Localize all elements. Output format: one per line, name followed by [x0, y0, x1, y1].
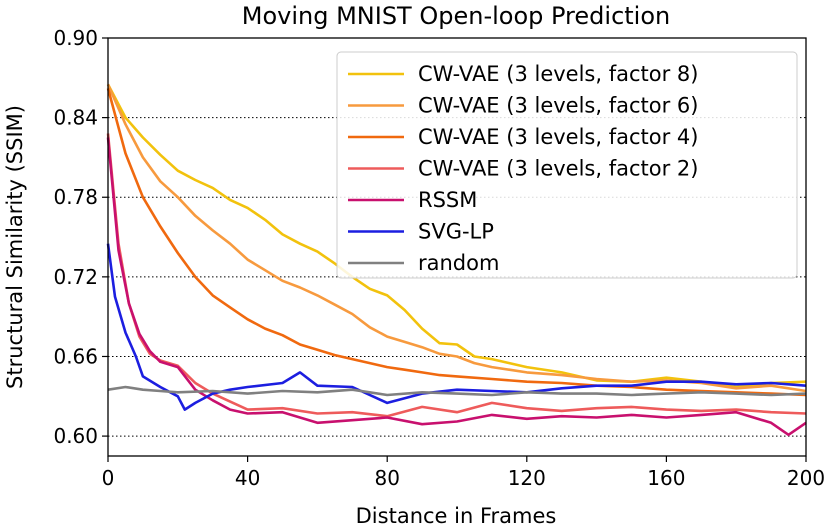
- x-tick-label: 200: [787, 466, 825, 490]
- x-tick-label: 80: [374, 466, 399, 490]
- series-line: [107, 385, 807, 397]
- x-tick-label: 120: [508, 466, 546, 490]
- legend-label: CW-VAE (3 levels, factor 6): [418, 94, 698, 118]
- x-tick-label: 40: [235, 466, 260, 490]
- legend-label: SVG-LP: [418, 220, 494, 244]
- series-group: [106, 83, 807, 437]
- chart-title: Moving MNIST Open-loop Prediction: [242, 2, 670, 30]
- y-tick-label: 0.72: [53, 265, 98, 289]
- y-axis: 0.60 0.66 0.72 0.78 0.84 0.90: [53, 26, 108, 448]
- y-tick-label: 0.84: [53, 106, 98, 130]
- y-tick-label: 0.78: [53, 185, 98, 209]
- series-line: [106, 137, 807, 437]
- y-axis-title: Structural Similarity (SSIM): [3, 105, 27, 389]
- legend-label: RSSM: [418, 188, 477, 212]
- legend-label: random: [418, 251, 499, 275]
- x-axis-title: Distance in Frames: [356, 504, 557, 527]
- plot-frame: [107, 37, 807, 457]
- x-tick-label: 0: [102, 466, 115, 490]
- legend-box: [336, 51, 798, 279]
- x-axis: 0 40 80 120 160 200: [102, 456, 825, 490]
- legend-label: CW-VAE (3 levels, factor 8): [418, 62, 698, 86]
- series-line: [106, 243, 807, 411]
- y-tick-label: 0.60: [53, 424, 98, 448]
- legend-label: CW-VAE (3 levels, factor 2): [418, 157, 698, 181]
- y-tick-label: 0.66: [53, 344, 98, 368]
- legend: CW-VAE (3 levels, factor 8) CW-VAE (3 lev…: [336, 51, 798, 279]
- y-tick-label: 0.90: [53, 26, 98, 50]
- legend-label: CW-VAE (3 levels, factor 4): [418, 125, 698, 149]
- x-tick-label: 160: [647, 466, 685, 490]
- series-line: [106, 83, 807, 393]
